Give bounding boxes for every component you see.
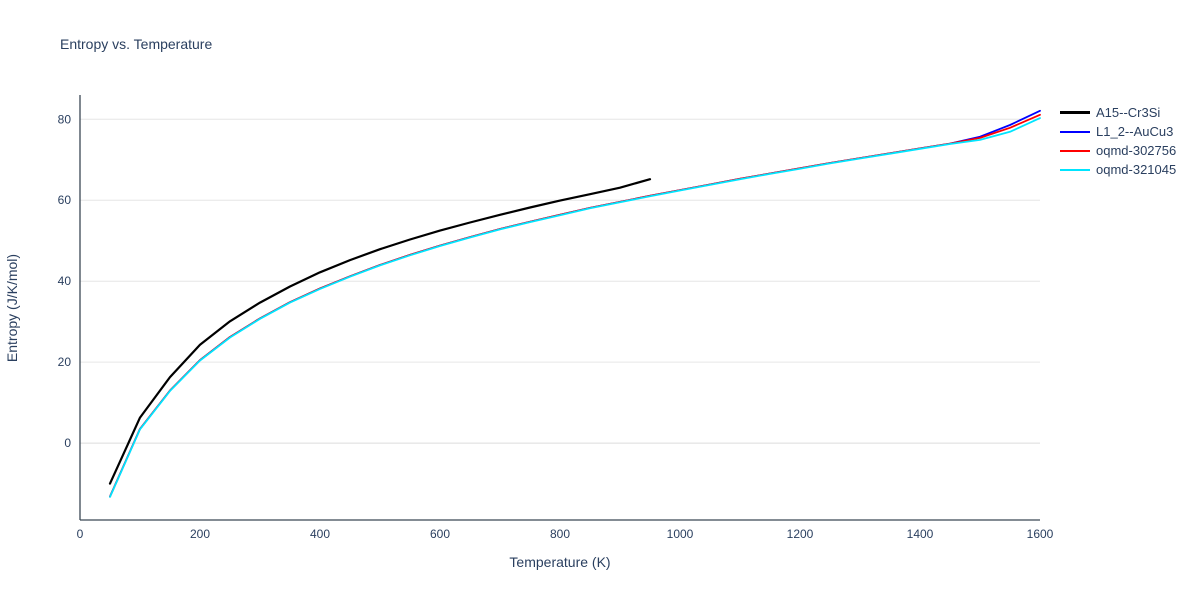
y-tick-label: 0 <box>64 436 71 450</box>
legend-item-label: oqmd-302756 <box>1096 143 1177 158</box>
chart-title: Entropy vs. Temperature <box>60 36 213 52</box>
legend-line-swatch-icon <box>1060 168 1090 171</box>
legend-item-oqmd-321045[interactable]: oqmd-321045 <box>1060 160 1176 179</box>
legend: A15--Cr3Si L1_2--AuCu3 oqmd-302756 oqmd-… <box>1060 103 1176 179</box>
x-tick-label: 1200 <box>787 527 814 541</box>
x-tick-label: 200 <box>190 527 210 541</box>
series-line-oqmd-321045[interactable] <box>109 117 1041 498</box>
legend-item-label: oqmd-321045 <box>1096 162 1177 177</box>
y-tick-label: 40 <box>58 274 72 288</box>
x-tick-label: 1400 <box>907 527 934 541</box>
legend-line-swatch-icon <box>1060 130 1090 133</box>
y-tick-label: 60 <box>58 193 72 207</box>
x-tick-label: 600 <box>430 527 450 541</box>
y-tick-label: 80 <box>58 112 72 126</box>
legend-line-swatch-icon <box>1060 149 1090 152</box>
legend-item-label: L1_2--AuCu3 <box>1096 124 1174 139</box>
x-tick-label: 400 <box>310 527 330 541</box>
legend-item-a15-cr3si[interactable]: A15--Cr3Si <box>1060 103 1176 122</box>
x-tick-label: 1000 <box>667 527 694 541</box>
legend-item-oqmd-302756[interactable]: oqmd-302756 <box>1060 141 1176 160</box>
series-line-l1-2-aucu3[interactable] <box>109 109 1041 498</box>
x-tick-label: 0 <box>77 527 84 541</box>
legend-line-swatch-icon <box>1060 111 1090 114</box>
series-line-a15-cr3si[interactable] <box>108 178 652 485</box>
y-tick-label: 20 <box>58 355 72 369</box>
series-line-oqmd-302756[interactable] <box>109 113 1041 498</box>
x-axis-title: Temperature (K) <box>509 554 611 570</box>
legend-item-l1_2-aucu3[interactable]: L1_2--AuCu3 <box>1060 122 1176 141</box>
y-axis-title: Entropy (J/K/mol) <box>4 253 20 363</box>
x-tick-label: 1600 <box>1027 527 1054 541</box>
legend-item-label: A15--Cr3Si <box>1096 105 1161 120</box>
x-tick-label: 800 <box>550 527 570 541</box>
